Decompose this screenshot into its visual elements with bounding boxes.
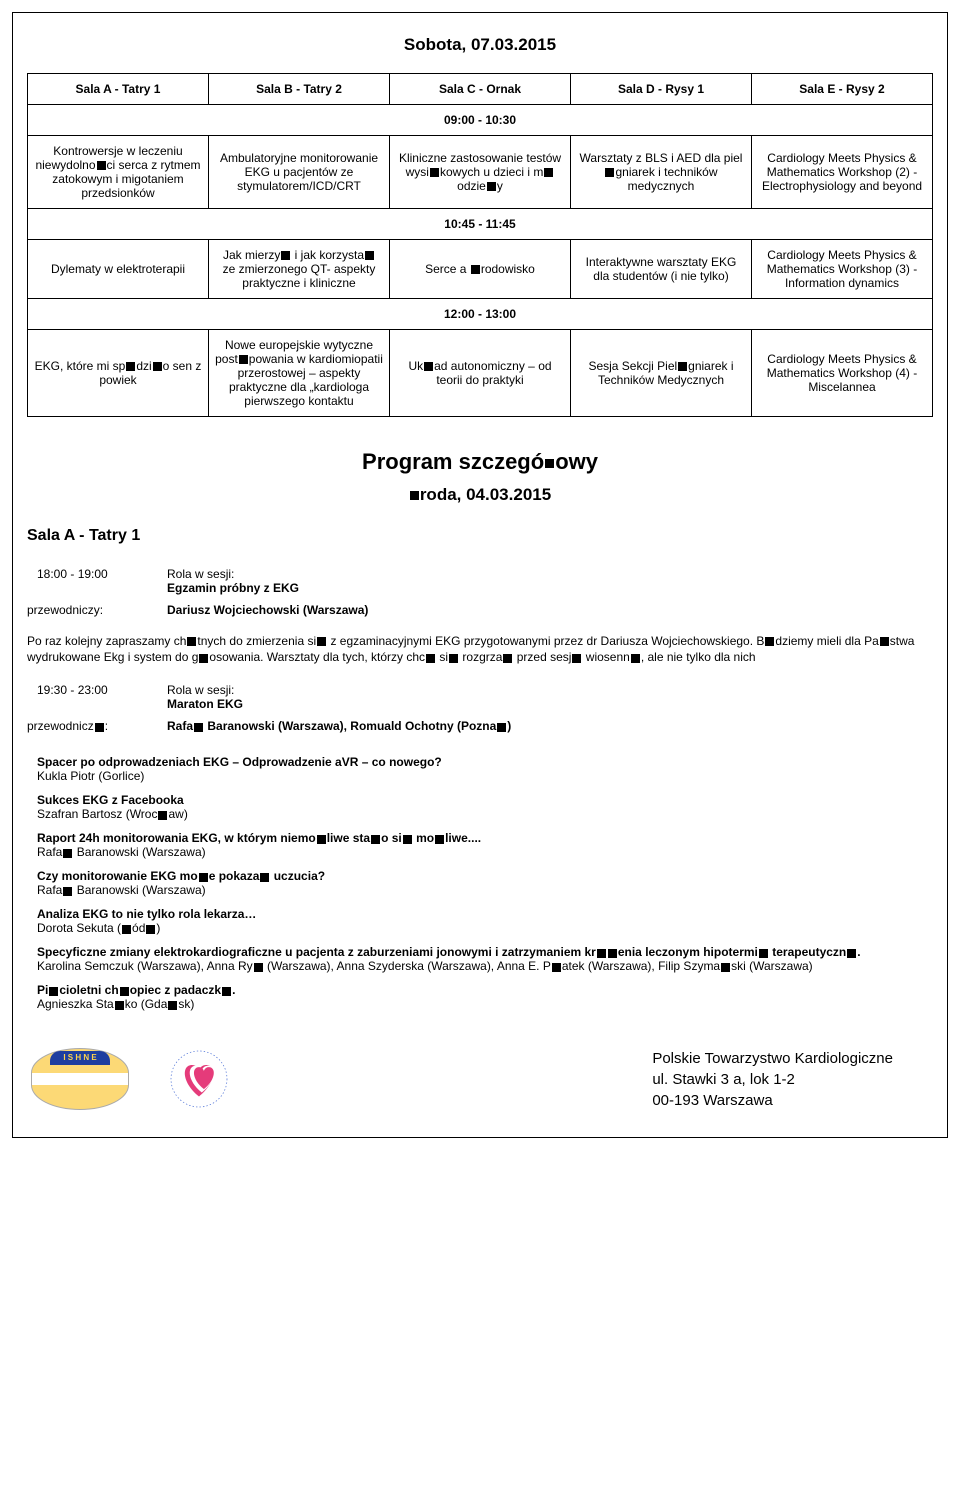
cell: Dylematy w elektroterapii	[28, 240, 209, 299]
talk-author: Rafa Baranowski (Warszawa)	[37, 883, 933, 897]
session-time: 18:00 - 19:00	[27, 567, 167, 595]
chair-label: przewodniczy:	[27, 603, 167, 617]
col-header: Sala E - Rysy 2	[752, 74, 933, 105]
talk-author: Agnieszka Stako (Gdask)	[37, 997, 933, 1011]
talk: Sukces EKG z Facebooka Szafran Bartosz (…	[37, 793, 933, 821]
talk-title: Sukces EKG z Facebooka	[37, 793, 933, 807]
chair-row: przewodniczy: Dariusz Wojciechowski (War…	[27, 603, 933, 617]
cell: Interaktywne warsztaty EKG dla studentów…	[571, 240, 752, 299]
session-role-label: Rola w sesji:	[167, 567, 933, 581]
talk-title: Specyficzne zmiany elektrokardiograficzn…	[37, 945, 933, 959]
session-title: Egzamin próbny z EKG	[167, 581, 933, 595]
talk-title: Raport 24h monitorowania EKG, w którym n…	[37, 831, 933, 845]
cell: Jak mierzy i jak korzysta ze zmierzonego…	[209, 240, 390, 299]
page-title: Sobota, 07.03.2015	[27, 35, 933, 55]
cell: Cardiology Meets Physics & Mathematics W…	[752, 136, 933, 209]
footer-org: Polskie Towarzystwo Kardiologiczne	[652, 1048, 893, 1069]
talk-author: Szafran Bartosz (Wrocaw)	[37, 807, 933, 821]
cell: Serce a rodowisko	[390, 240, 571, 299]
cell: Cardiology Meets Physics & Mathematics W…	[752, 330, 933, 417]
time-row: 09:00 - 10:30	[28, 105, 933, 136]
cell: Cardiology Meets Physics & Mathematics W…	[752, 240, 933, 299]
ishne-logo-icon: I S H N E	[31, 1048, 129, 1110]
talks-list: Spacer po odprowadzeniach EKG – Odprowad…	[37, 755, 933, 1011]
footer-logos: I S H N E	[27, 1039, 239, 1119]
session-time: 19:30 - 23:00	[27, 683, 167, 711]
talk-author: Dorota Sekuta (ód)	[37, 921, 933, 935]
footer-address: Polskie Towarzystwo Kardiologiczne ul. S…	[652, 1048, 933, 1111]
program-heading: Program szczegóowy	[27, 449, 933, 475]
program-day: roda, 04.03.2015	[27, 485, 933, 505]
col-header: Sala A - Tatry 1	[28, 74, 209, 105]
cell: Kliniczne zastosowanie testów wysikowych…	[390, 136, 571, 209]
chair-label: przewodnicz:	[27, 719, 167, 733]
ishne-label: I S H N E	[50, 1051, 110, 1065]
session-role-label: Rola w sesji:	[167, 683, 933, 697]
talk-title: Spacer po odprowadzeniach EKG – Odprowad…	[37, 755, 933, 769]
heart-logo-icon	[159, 1039, 239, 1119]
talk-author: Rafa Baranowski (Warszawa)	[37, 845, 933, 859]
time-row: 10:45 - 11:45	[28, 209, 933, 240]
table-row: Kontrowersje w leczeniu niewydolnoci ser…	[28, 136, 933, 209]
session-description: Po raz kolejny zapraszamy chtnych do zmi…	[27, 633, 933, 665]
room-heading: Sala A - Tatry 1	[27, 527, 933, 545]
col-header: Sala C - Ornak	[390, 74, 571, 105]
chair-row: przewodnicz: Rafa Baranowski (Warszawa),…	[27, 719, 933, 733]
talk-title: Czy monitorowanie EKG moe pokaza uczucia…	[37, 869, 933, 883]
cell: Nowe europejskie wytyczne postpowania w …	[209, 330, 390, 417]
schedule-table: Sala A - Tatry 1 Sala B - Tatry 2 Sala C…	[27, 73, 933, 417]
talk-author: Karolina Semczuk (Warszawa), Anna Ry (Wa…	[37, 959, 933, 973]
talk-title: Picioletni chopiec z padaczk.	[37, 983, 933, 997]
table-header-row: Sala A - Tatry 1 Sala B - Tatry 2 Sala C…	[28, 74, 933, 105]
page: Sobota, 07.03.2015 Sala A - Tatry 1 Sala…	[12, 12, 948, 1138]
cell: Warsztaty z BLS i AED dla pielgniarek i …	[571, 136, 752, 209]
table-row: EKG, które mi spdzio sen z powiek Nowe e…	[28, 330, 933, 417]
chair-names: Dariusz Wojciechowski (Warszawa)	[167, 603, 368, 617]
col-header: Sala B - Tatry 2	[209, 74, 390, 105]
talk: Spacer po odprowadzeniach EKG – Odprowad…	[37, 755, 933, 783]
talk-author: Kukla Piotr (Gorlice)	[37, 769, 933, 783]
footer: I S H N E Polskie Towarzystwo Kardiologi…	[27, 1039, 933, 1119]
talk: Specyficzne zmiany elektrokardiograficzn…	[37, 945, 933, 973]
col-header: Sala D - Rysy 1	[571, 74, 752, 105]
cell: Sesja Sekcji Pielgniarek i Techników Med…	[571, 330, 752, 417]
cell: EKG, które mi spdzio sen z powiek	[28, 330, 209, 417]
session-block: 19:30 - 23:00 Rola w sesji: Maraton EKG	[27, 683, 933, 711]
table-row: Dylematy w elektroterapii Jak mierzy i j…	[28, 240, 933, 299]
talk: Czy monitorowanie EKG moe pokaza uczucia…	[37, 869, 933, 897]
session-title: Maraton EKG	[167, 697, 933, 711]
cell: Ambulatoryjne monitorowanie EKG u pacjen…	[209, 136, 390, 209]
chair-names: Rafa Baranowski (Warszawa), Romuald Ocho…	[167, 719, 511, 733]
footer-line2: ul. Stawki 3 a, lok 1-2	[652, 1069, 893, 1090]
time-row: 12:00 - 13:00	[28, 299, 933, 330]
cell: Ukad autonomiczny – od teorii do praktyk…	[390, 330, 571, 417]
talk-title: Analiza EKG to nie tylko rola lekarza…	[37, 907, 933, 921]
footer-line3: 00-193 Warszawa	[652, 1090, 893, 1111]
talk: Picioletni chopiec z padaczk. Agnieszka …	[37, 983, 933, 1011]
talk: Analiza EKG to nie tylko rola lekarza… D…	[37, 907, 933, 935]
session-block: 18:00 - 19:00 Rola w sesji: Egzamin prób…	[27, 567, 933, 595]
cell: Kontrowersje w leczeniu niewydolnoci ser…	[28, 136, 209, 209]
talk: Raport 24h monitorowania EKG, w którym n…	[37, 831, 933, 859]
